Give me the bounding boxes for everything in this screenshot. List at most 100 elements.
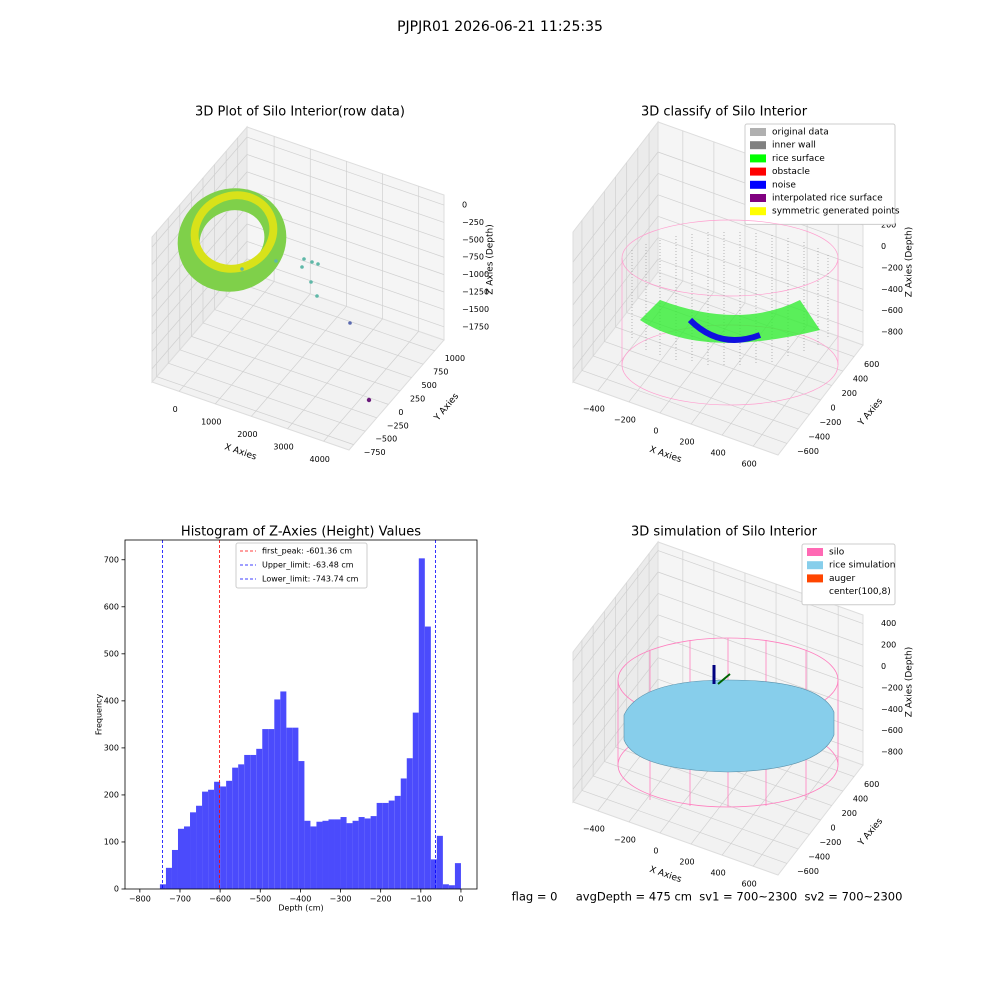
hist-bar <box>424 626 431 889</box>
point-clouds <box>177 188 839 808</box>
grid-line <box>572 614 659 726</box>
legend-label: original data <box>772 128 829 138</box>
y-tick-label: −600 <box>797 867 819 876</box>
legend-label: symmetric generated points <box>772 207 900 217</box>
legend-label: interpolated rice surface <box>772 194 883 204</box>
chart-title: 3D Plot of Silo Interior(row data) <box>195 105 405 120</box>
hist-bar <box>316 821 323 889</box>
legend-label: Upper_limit: -63.48 cm <box>262 561 354 570</box>
grid-line <box>657 614 864 689</box>
x-tick-label: −600 <box>209 895 231 904</box>
grid-line <box>151 241 248 352</box>
legend-patch <box>750 128 766 136</box>
hist-bar <box>238 764 245 889</box>
legend-label: rice simulation <box>829 561 895 571</box>
x-tick-label: −200 <box>370 895 392 904</box>
y-tick-label: 400 <box>853 375 868 384</box>
noise <box>687 317 762 343</box>
hist-bar <box>328 819 335 889</box>
x-tick-label: 200 <box>679 858 694 867</box>
figure-title: PJPJR01 2026-06-21 11:25:35 <box>397 19 603 35</box>
grid-line <box>572 237 659 348</box>
hist-bar <box>171 849 178 889</box>
z-tick-label: −400 <box>881 285 903 294</box>
grid-line <box>657 215 864 290</box>
grid-line <box>604 341 810 415</box>
grid-line <box>246 188 445 258</box>
y-tick-label: −400 <box>808 432 830 441</box>
hist-bar <box>364 818 371 889</box>
grid-line <box>657 593 864 667</box>
x-tick-label: −400 <box>583 824 605 833</box>
hist-bar <box>220 786 227 889</box>
z-tick-label: −800 <box>881 748 903 757</box>
y-tick-label: 600 <box>864 360 879 369</box>
grid-line <box>214 293 311 405</box>
y-tick-label: −600 <box>797 447 819 456</box>
hist-bar <box>232 767 239 889</box>
x-tick-label: −100 <box>410 895 432 904</box>
grid-line <box>615 326 821 401</box>
z-tick-label: −500 <box>462 235 484 244</box>
legend-patch <box>807 574 823 583</box>
hist-bar <box>442 884 449 889</box>
legend-label: inner wall <box>772 141 816 151</box>
y-tick-label: 0 <box>831 404 836 413</box>
z-tick-label: −200 <box>881 263 903 272</box>
grid-line <box>657 550 864 624</box>
x-tick-label: −200 <box>614 835 636 844</box>
hist-bar <box>208 789 215 889</box>
x-tick-label: 200 <box>679 438 694 447</box>
grid-line <box>178 281 275 392</box>
hist-bar <box>190 812 197 889</box>
y-tick-label: 100 <box>104 837 119 846</box>
y-tick-label: −400 <box>808 852 830 861</box>
hist-bar <box>382 802 389 889</box>
hist-bar <box>406 758 413 889</box>
x-tick-label: 400 <box>710 869 725 878</box>
x-axis-label: X Axies <box>648 865 683 885</box>
grid-line <box>572 550 659 661</box>
grid-line <box>572 173 659 284</box>
hist-bar <box>256 748 263 889</box>
x-tick-label: −400 <box>583 404 605 413</box>
y-tick-label: −200 <box>819 838 841 847</box>
grid-line <box>202 322 401 392</box>
hist-bar <box>322 820 329 889</box>
grid-line <box>226 295 424 365</box>
grid-line <box>246 258 445 328</box>
grid-line <box>572 194 659 306</box>
grid-line <box>287 318 383 430</box>
legend-patch <box>750 194 766 202</box>
legend-patch <box>807 561 823 570</box>
legend-box <box>801 543 896 606</box>
x-tick-label: 4000 <box>310 455 330 464</box>
y-tick-label: 750 <box>433 368 448 377</box>
z-tick-label: −1000 <box>462 270 489 279</box>
y-tick-label: 400 <box>853 795 868 804</box>
auger-arm <box>717 673 731 685</box>
hist-bar <box>177 828 185 889</box>
grid-line <box>657 571 864 646</box>
x-axis-label: Depth (cm) <box>278 904 323 913</box>
x-tick-label: 0 <box>653 426 658 435</box>
legend-label: noise <box>772 180 796 190</box>
x-tick-label: −400 <box>289 895 311 904</box>
hist-bar <box>165 867 172 889</box>
x-axis-label: X Axies <box>648 445 683 465</box>
y-axis-label: Y Axies <box>432 391 461 423</box>
hist-bar <box>352 820 359 889</box>
hist-bar <box>388 800 395 889</box>
y-axis-label: Y Axies <box>856 396 885 428</box>
y-tick-label: −250 <box>387 421 409 430</box>
y-tick-label: 500 <box>104 649 119 658</box>
hist-bar <box>436 835 443 889</box>
hist-bar <box>244 754 251 889</box>
grid-line <box>593 775 799 850</box>
hist-bar <box>358 817 365 889</box>
hist-bar <box>184 826 191 889</box>
grid-line <box>572 258 659 370</box>
hist-bar <box>340 817 347 889</box>
hist-bar <box>292 727 299 889</box>
hist-bar <box>159 884 166 889</box>
